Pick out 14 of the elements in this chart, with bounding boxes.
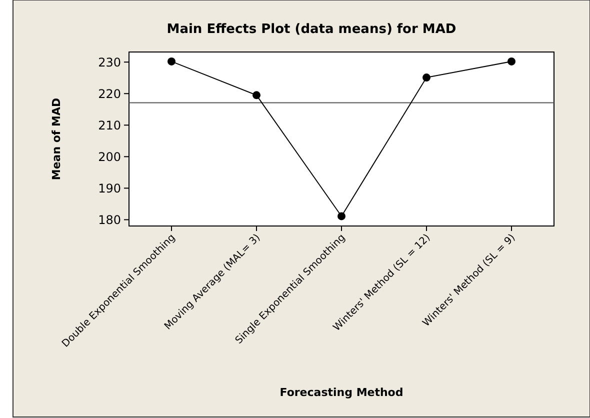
x-axis-title: Forecasting Method <box>280 386 404 399</box>
y-tick-label: 230 <box>98 55 121 70</box>
point <box>508 57 516 66</box>
point <box>422 74 430 82</box>
y-tick-label: 180 <box>98 212 121 227</box>
y-tick-label: 200 <box>98 150 121 164</box>
point <box>338 212 346 220</box>
chart-title: Main Effects Plot (data means) for MAD <box>166 22 456 37</box>
y-axis-title: Mean of MAD <box>50 98 63 180</box>
point <box>168 57 176 66</box>
point <box>252 91 260 100</box>
y-tick-label: 190 <box>98 181 121 196</box>
y-tick-label: 220 <box>98 86 121 101</box>
y-tick-label: 210 <box>98 118 121 132</box>
